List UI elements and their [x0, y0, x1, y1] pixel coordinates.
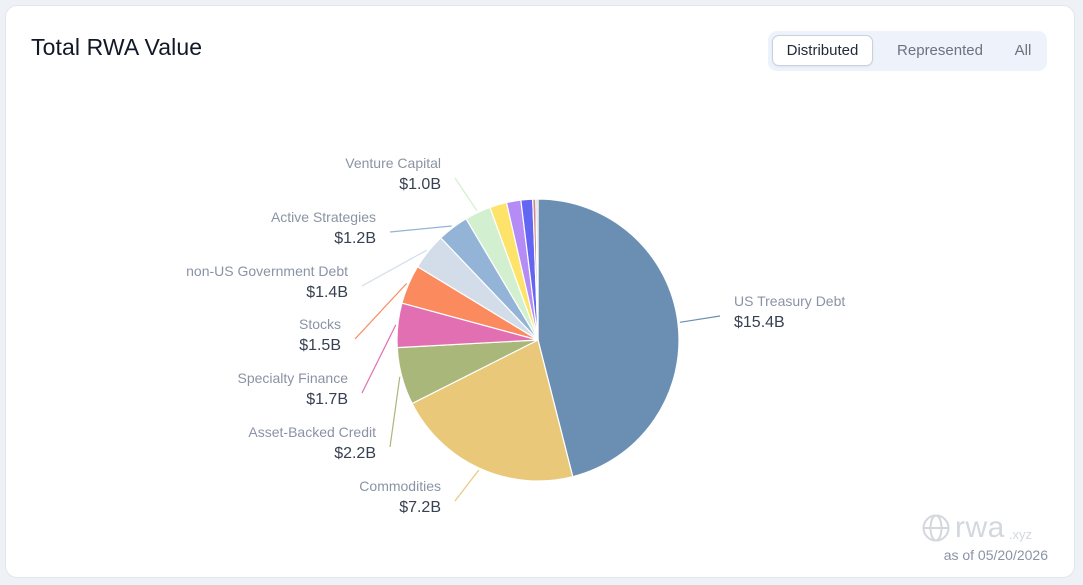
label-leader-line: [454, 177, 478, 212]
label-leader-line: [354, 283, 408, 340]
slice-value-label: $2.2B: [334, 445, 376, 462]
toggle-all-button[interactable]: All: [1014, 42, 1032, 59]
toggle-represented-button[interactable]: Represented: [897, 42, 983, 59]
chart-title: Total RWA Value: [31, 34, 203, 60]
toggle-distributed-button[interactable]: Distributed: [772, 35, 873, 66]
globe-icon: [922, 514, 950, 542]
label-leader-line: [389, 376, 401, 448]
slice-name-label: Stocks: [299, 316, 341, 332]
watermark-text: rwa: [955, 511, 1005, 544]
slice-value-label: $1.0B: [399, 176, 441, 193]
slice-name-label: non-US Government Debt: [186, 263, 348, 279]
slice-value-label: $1.2B: [334, 230, 376, 247]
as-of-date: as of 05/20/2026: [943, 547, 1048, 563]
label-leader-line: [361, 249, 427, 287]
slice-name-label: US Treasury Debt: [734, 293, 845, 309]
rwa-watermark: rwa .xyz: [921, 511, 1032, 545]
slice-name-label: Active Strategies: [271, 209, 376, 225]
slice-name-label: Specialty Finance: [237, 370, 348, 386]
slice-value-label: $1.5B: [299, 337, 341, 354]
watermark-suffix: .xyz: [1008, 526, 1032, 542]
slice-name-label: Asset-Backed Credit: [248, 424, 376, 440]
chart-card: Total RWA Value Distributed Represented …: [5, 5, 1075, 578]
slice-value-label: $1.4B: [306, 284, 348, 301]
pie-slice[interactable]: [535, 198, 539, 341]
view-toggle: Distributed Represented All: [768, 31, 1047, 71]
slice-name-label: Commodities: [359, 478, 441, 494]
label-leader-line: [361, 324, 397, 394]
pie-slice[interactable]: [411, 339, 574, 482]
label-leader-line: [679, 315, 721, 323]
slice-value-label: $15.4B: [734, 314, 785, 331]
label-leader-line: [454, 469, 480, 502]
slice-value-label: $1.7B: [306, 391, 348, 408]
slice-value-label: $7.2B: [399, 499, 441, 516]
slice-name-label: Venture Capital: [345, 155, 441, 171]
label-leader-line: [389, 225, 452, 233]
pie-slice[interactable]: [537, 198, 680, 478]
